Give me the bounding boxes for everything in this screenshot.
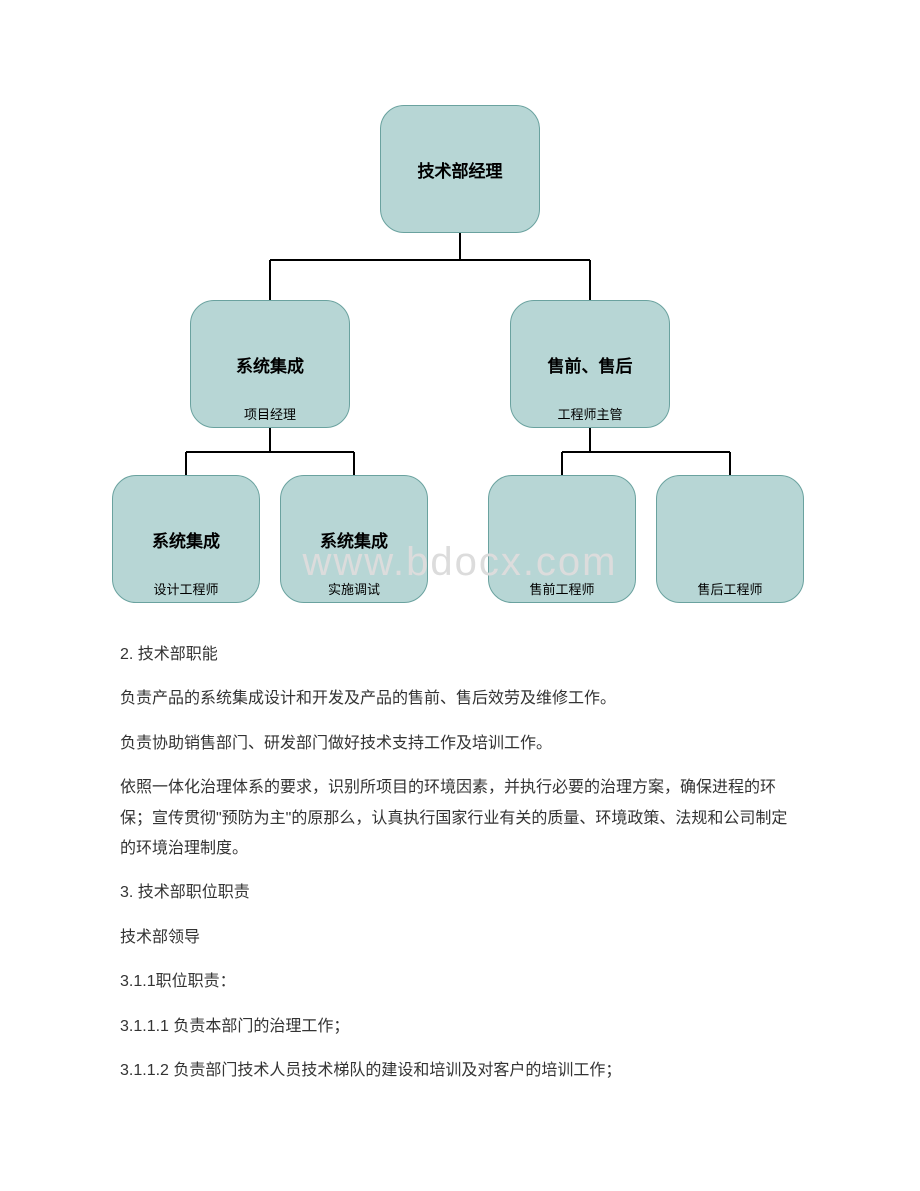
node-ll: 系统集成 设计工程师 bbox=[112, 475, 260, 603]
node-rr: 售后工程师 bbox=[656, 475, 804, 603]
document-body: 2. 技术部职能 负责产品的系统集成设计和开发及产品的售前、售后效劳及维修工作。… bbox=[0, 640, 920, 1086]
node-rl: 售前工程师 bbox=[488, 475, 636, 603]
section-heading: 3. 技术部职位职责 bbox=[120, 878, 800, 908]
paragraph: 技术部领导 bbox=[120, 923, 800, 953]
node-left-sub: 项目经理 bbox=[191, 404, 349, 423]
node-right-title: 售前、售后 bbox=[548, 352, 633, 377]
node-ll-title: 系统集成 bbox=[152, 527, 220, 552]
node-right-sub: 工程师主管 bbox=[511, 404, 669, 423]
paragraph: 依照一体化治理体系的要求，识别所项目的环境因素，并执行必要的治理方案，确保进程的… bbox=[120, 773, 800, 864]
node-lr-sub: 实施调试 bbox=[281, 579, 427, 598]
node-root-title: 技术部经理 bbox=[418, 157, 503, 182]
paragraph: 3.1.1.1 负责本部门的治理工作； bbox=[120, 1012, 800, 1042]
paragraph: 负责协助销售部门、研发部门做好技术支持工作及培训工作。 bbox=[120, 729, 800, 759]
node-left: 系统集成 项目经理 bbox=[190, 300, 350, 428]
org-chart: 技术部经理 系统集成 项目经理 售前、售后 工程师主管 系统集成 设计工程师 系… bbox=[0, 0, 920, 640]
node-ll-sub: 设计工程师 bbox=[113, 579, 259, 598]
paragraph: 负责产品的系统集成设计和开发及产品的售前、售后效劳及维修工作。 bbox=[120, 684, 800, 714]
node-rl-sub: 售前工程师 bbox=[489, 579, 635, 598]
paragraph: 3.1.1职位职责： bbox=[120, 967, 800, 997]
node-right: 售前、售后 工程师主管 bbox=[510, 300, 670, 428]
node-rr-sub: 售后工程师 bbox=[657, 579, 803, 598]
paragraph: 3.1.1.2 负责部门技术人员技术梯队的建设和培训及对客户的培训工作； bbox=[120, 1056, 800, 1086]
node-lr-title: 系统集成 bbox=[320, 527, 388, 552]
node-root: 技术部经理 bbox=[380, 105, 540, 233]
node-left-title: 系统集成 bbox=[236, 352, 304, 377]
node-lr: 系统集成 实施调试 bbox=[280, 475, 428, 603]
section-heading: 2. 技术部职能 bbox=[120, 640, 800, 670]
